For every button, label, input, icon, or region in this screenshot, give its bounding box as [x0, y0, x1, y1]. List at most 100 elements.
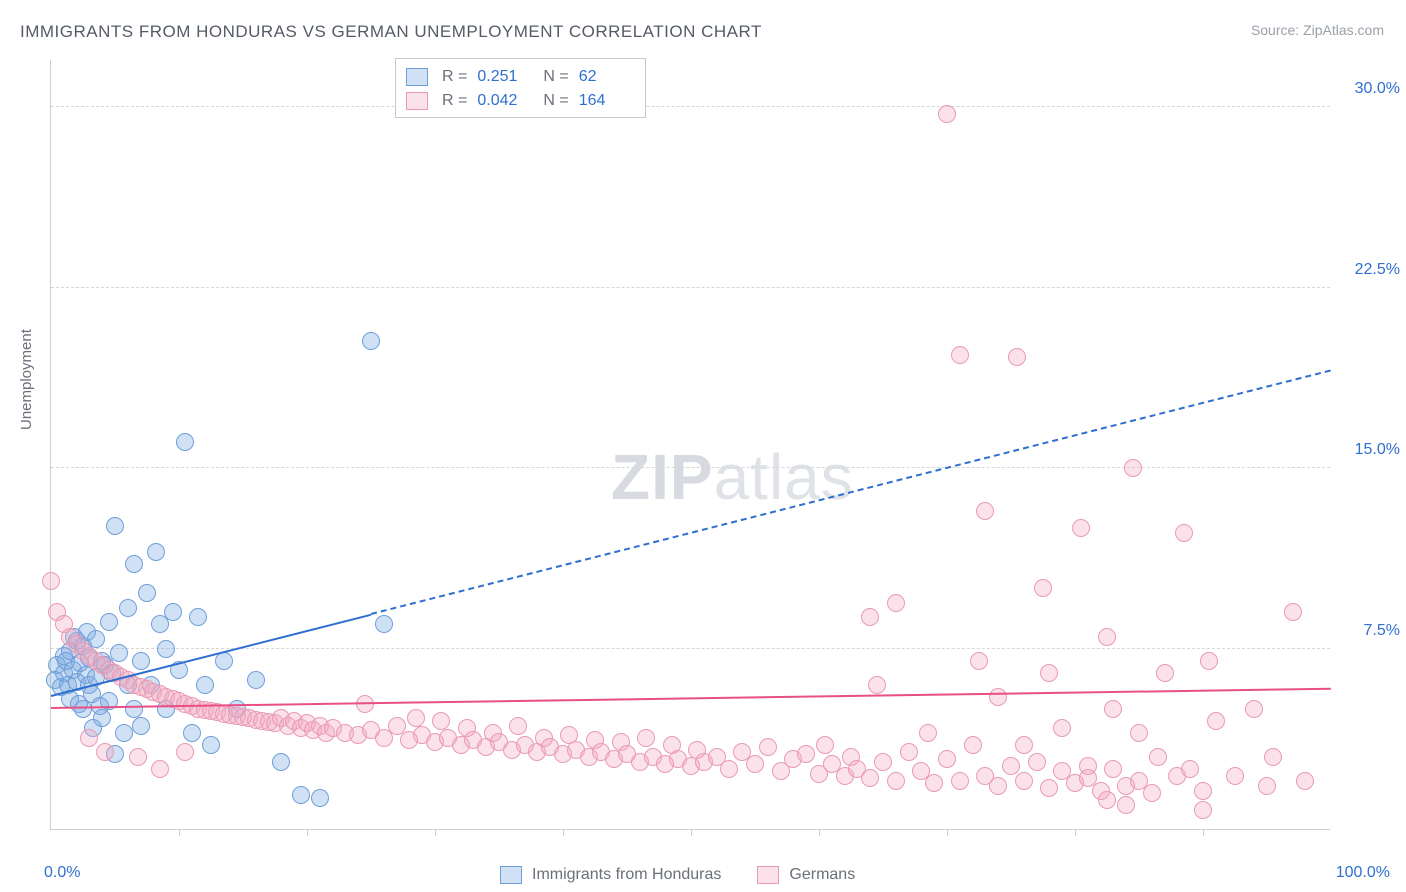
data-point — [74, 642, 92, 660]
data-point — [1092, 782, 1110, 800]
data-point — [490, 733, 508, 751]
data-point — [1124, 459, 1142, 477]
chart-title: IMMIGRANTS FROM HONDURAS VS GERMAN UNEMP… — [20, 22, 762, 42]
data-point — [1200, 652, 1218, 670]
data-point — [746, 755, 764, 773]
source-link[interactable]: ZipAtlas.com — [1303, 22, 1384, 38]
data-point — [84, 719, 102, 737]
data-point — [176, 433, 194, 451]
data-point — [115, 724, 133, 742]
data-point — [57, 652, 75, 670]
data-point — [989, 688, 1007, 706]
data-point — [951, 346, 969, 364]
r-value-germans: 0.042 — [477, 89, 529, 113]
data-point — [272, 753, 290, 771]
y-tick-label: 7.5% — [1340, 622, 1400, 640]
data-point — [253, 712, 271, 730]
x-axis-max-label: 100.0% — [1336, 864, 1390, 882]
x-tick — [1075, 829, 1076, 836]
data-point — [1104, 760, 1122, 778]
data-point — [362, 721, 380, 739]
data-point — [1168, 767, 1186, 785]
data-point — [93, 656, 111, 674]
data-point — [125, 676, 143, 694]
data-point — [48, 656, 66, 674]
data-point — [93, 652, 111, 670]
source-label: Source: — [1251, 22, 1299, 38]
data-point — [1098, 791, 1116, 809]
data-point — [138, 584, 156, 602]
data-point — [925, 774, 943, 792]
watermark-bold: ZIP — [611, 441, 714, 513]
data-point — [311, 789, 329, 807]
data-point — [836, 767, 854, 785]
data-point — [1130, 772, 1148, 790]
r-value-honduras: 0.251 — [477, 65, 529, 89]
data-point — [70, 695, 88, 713]
data-point — [100, 613, 118, 631]
data-point — [132, 652, 150, 670]
data-point — [55, 647, 73, 665]
data-point — [157, 688, 175, 706]
y-tick-label: 15.0% — [1340, 441, 1400, 459]
gridline — [51, 106, 1330, 107]
data-point — [1072, 519, 1090, 537]
data-point — [1008, 348, 1026, 366]
data-point — [129, 748, 147, 766]
data-point — [1034, 579, 1052, 597]
data-point — [247, 671, 265, 689]
legend-item-honduras: Immigrants from Honduras — [500, 866, 721, 884]
data-point — [106, 745, 124, 763]
data-point — [637, 729, 655, 747]
data-point — [46, 671, 64, 689]
data-point — [196, 701, 214, 719]
data-point — [868, 676, 886, 694]
data-point — [816, 736, 834, 754]
data-point — [413, 726, 431, 744]
data-point — [464, 731, 482, 749]
data-point — [292, 786, 310, 804]
data-point — [96, 743, 114, 761]
data-point — [509, 717, 527, 735]
data-point — [125, 555, 143, 573]
data-point — [279, 717, 297, 735]
data-point — [260, 713, 278, 731]
n-label: N = — [543, 89, 568, 113]
swatch-honduras — [406, 68, 428, 86]
data-point — [64, 661, 82, 679]
data-point — [938, 750, 956, 768]
data-point — [311, 717, 329, 735]
watermark: ZIPatlas — [611, 440, 854, 514]
data-point — [900, 743, 918, 761]
data-point — [989, 777, 1007, 795]
data-point — [80, 729, 98, 747]
data-point — [970, 652, 988, 670]
data-point — [292, 719, 310, 737]
y-tick-label: 30.0% — [1340, 80, 1400, 98]
data-point — [125, 700, 143, 718]
data-point — [1194, 801, 1212, 819]
data-point — [1053, 762, 1071, 780]
data-point — [407, 709, 425, 727]
data-point — [644, 748, 662, 766]
data-point — [151, 685, 169, 703]
data-point — [1181, 760, 1199, 778]
data-point — [100, 661, 118, 679]
data-point — [317, 724, 335, 742]
data-point — [119, 599, 137, 617]
data-point — [71, 654, 89, 672]
data-point — [1296, 772, 1314, 790]
data-point — [151, 615, 169, 633]
data-point — [144, 683, 162, 701]
data-point — [772, 762, 790, 780]
trendline — [51, 613, 371, 696]
data-point — [78, 623, 96, 641]
x-tick — [947, 829, 948, 836]
data-point — [682, 757, 700, 775]
x-tick — [179, 829, 180, 836]
data-point — [656, 755, 674, 773]
data-point — [618, 745, 636, 763]
data-point — [1226, 767, 1244, 785]
data-point — [164, 603, 182, 621]
x-tick — [435, 829, 436, 836]
